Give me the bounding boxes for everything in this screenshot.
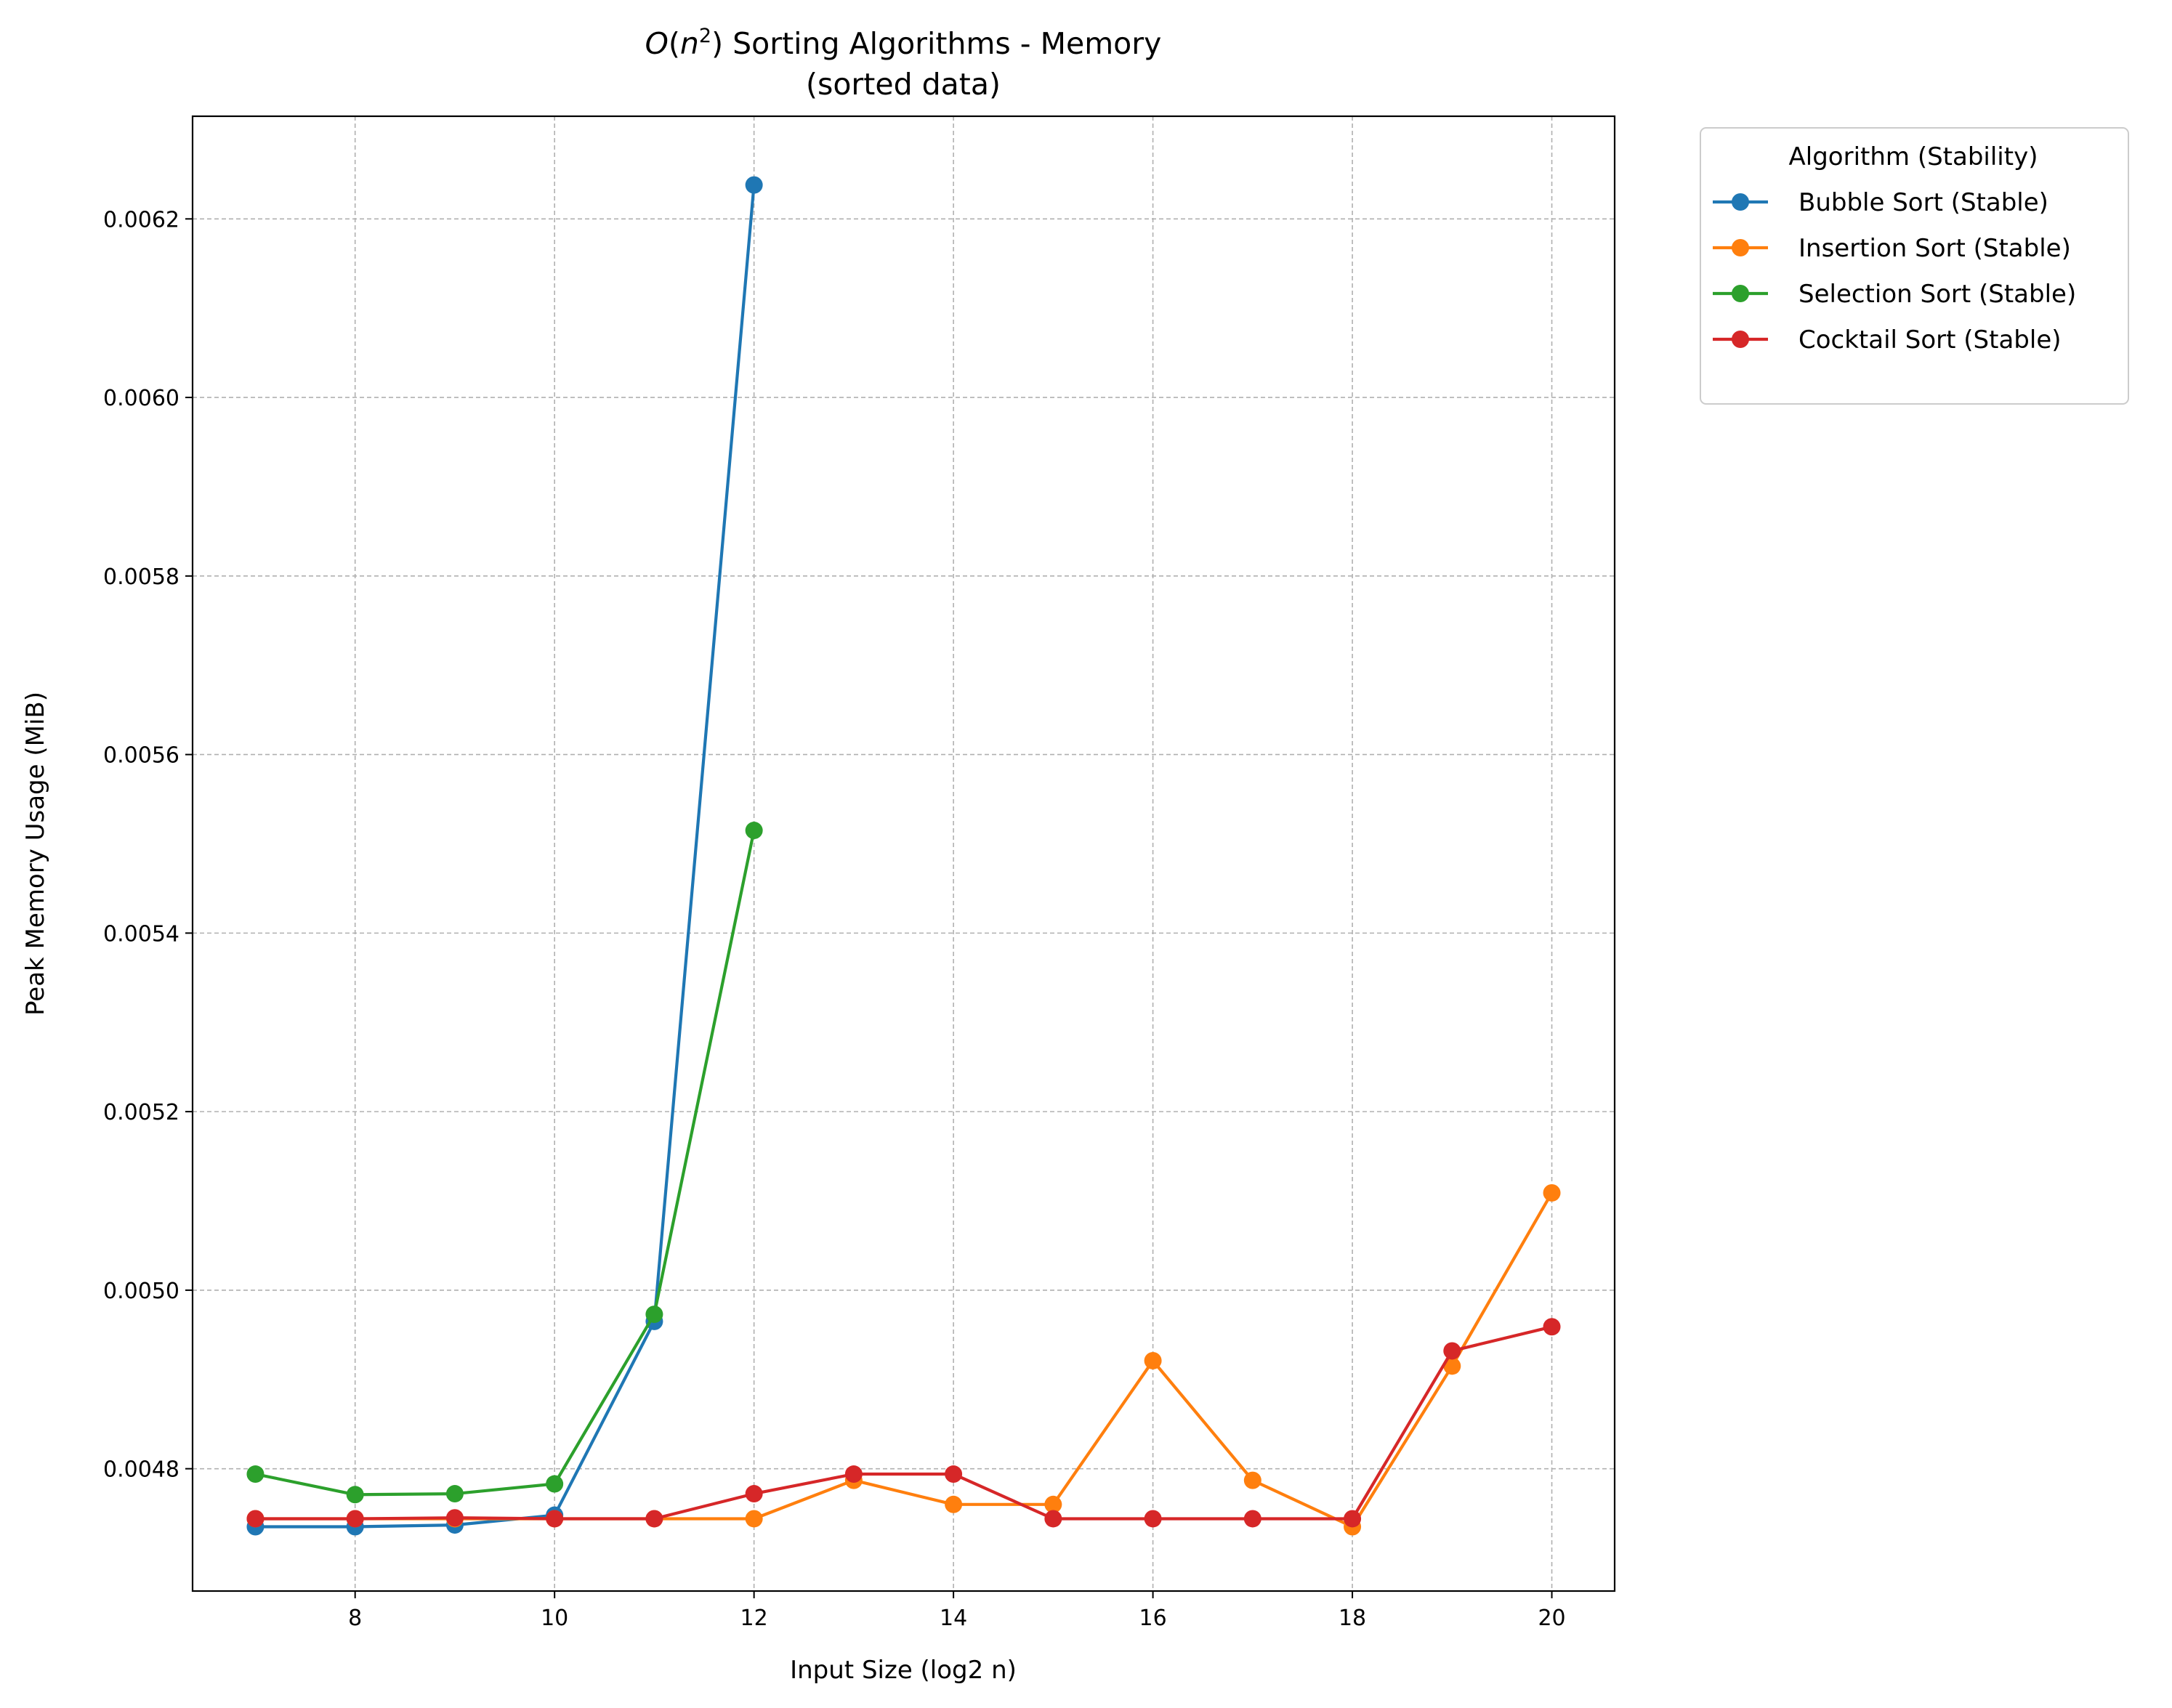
y-tick-label: 0.0060 <box>103 386 179 411</box>
y-tick-label: 0.0056 <box>103 743 179 769</box>
data-point <box>445 1485 464 1503</box>
x-tick-label: 12 <box>740 1606 768 1631</box>
legend-label: Cocktail Sort (Stable) <box>1798 325 2062 355</box>
chart-subtitle: (sorted data) <box>806 67 1001 102</box>
x-axis-label: Input Size (log2 n) <box>790 1656 1017 1685</box>
legend-marker <box>1732 239 1749 256</box>
legend-label: Insertion Sort (Stable) <box>1798 234 2071 263</box>
y-tick-label: 0.0052 <box>103 1100 179 1125</box>
legend-items: Bubble Sort (Stable) Insertion Sort (Stab… <box>1713 188 2076 355</box>
data-point <box>1543 1183 1561 1202</box>
x-tick-label: 18 <box>1339 1606 1366 1631</box>
y-axis-label: Peak Memory Usage (MiB) <box>21 692 50 1016</box>
data-point <box>546 1475 564 1493</box>
y-tick-label: 0.0048 <box>103 1457 179 1483</box>
plot-frame <box>191 115 1616 1592</box>
legend-marker <box>1732 331 1749 348</box>
legend-label: Selection Sort (Stable) <box>1798 280 2076 309</box>
legend-item: Bubble Sort (Stable) <box>1713 188 2048 217</box>
legend-item: Cocktail Sort (Stable) <box>1713 325 2062 355</box>
x-tick-label: 20 <box>1538 1606 1565 1631</box>
data-point <box>445 1509 464 1527</box>
x-tick-label: 8 <box>348 1606 362 1631</box>
data-point <box>1443 1342 1461 1360</box>
data-point <box>1044 1510 1062 1528</box>
data-point <box>1443 1357 1461 1375</box>
data-point <box>645 1510 663 1528</box>
data-point <box>844 1465 863 1484</box>
data-point <box>745 176 763 194</box>
legend: Algorithm (Stability) Bubble Sort (Stabl… <box>1700 127 2129 405</box>
series-3 <box>246 822 763 1504</box>
data-point <box>346 1510 364 1528</box>
data-point <box>1044 1495 1062 1513</box>
data-point <box>745 822 763 840</box>
x-tick-label: 16 <box>1139 1606 1166 1631</box>
x-axis-ticks: 8 10 12 14 16 18 20 <box>348 1591 1566 1631</box>
y-tick-label: 0.0054 <box>103 921 179 947</box>
data-point <box>1144 1510 1162 1528</box>
data-point <box>1344 1510 1362 1528</box>
legend-marker <box>1732 285 1749 302</box>
legend-box <box>1700 127 2129 405</box>
y-tick-label: 0.0062 <box>103 207 179 232</box>
data-point <box>246 1510 265 1528</box>
legend-marker <box>1732 193 1749 211</box>
data-point <box>1243 1471 1261 1489</box>
data-point <box>1243 1510 1261 1528</box>
grid-lines <box>193 116 1615 1591</box>
y-axis-ticks: 0.0048 0.0050 0.0052 0.0054 0.0056 0.0058 0.00… <box>103 207 193 1483</box>
y-tick-label: 0.0058 <box>103 564 179 590</box>
data-point <box>745 1510 763 1528</box>
legend-title: Algorithm (Stability) <box>1789 142 2038 171</box>
data-point <box>945 1465 963 1484</box>
chart-title: O(n2) Sorting Algorithms - Memory <box>645 25 1162 61</box>
series-line <box>255 1325 1552 1521</box>
legend-item: Selection Sort (Stable) <box>1713 280 2076 309</box>
data-point <box>346 1486 364 1504</box>
x-tick-label: 14 <box>940 1606 967 1631</box>
data-point <box>645 1306 663 1324</box>
data-point <box>745 1485 763 1503</box>
legend-label: Bubble Sort (Stable) <box>1798 188 2048 217</box>
y-tick-label: 0.0050 <box>103 1279 179 1304</box>
plot-series <box>246 176 1561 1536</box>
data-point <box>945 1495 963 1513</box>
data-point <box>246 1465 265 1484</box>
x-tick-label: 10 <box>541 1606 568 1631</box>
series-4 <box>246 1318 1561 1528</box>
data-point <box>1144 1351 1162 1369</box>
data-point <box>546 1510 564 1528</box>
legend-item: Insertion Sort (Stable) <box>1713 234 2071 263</box>
data-point <box>1543 1318 1561 1336</box>
series-line <box>255 830 756 1497</box>
